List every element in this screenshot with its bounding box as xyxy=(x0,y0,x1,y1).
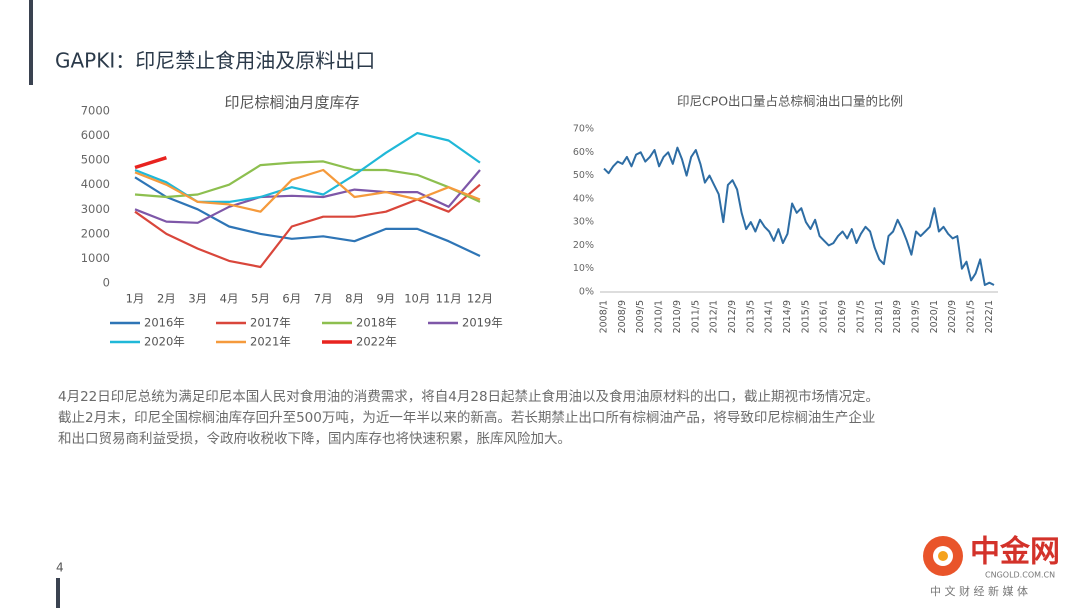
x-tick-label: 2008/9 xyxy=(617,300,628,333)
legend-label: 2021年 xyxy=(250,335,291,349)
x-tick-label: 2018/1 xyxy=(874,300,885,333)
x-tick-label: 2016/1 xyxy=(819,300,830,333)
x-tick-label: 11月 xyxy=(436,292,462,306)
logo-url: CNGOLD.COM.CN xyxy=(985,571,1055,580)
series-line xyxy=(134,169,481,224)
y-tick-label: 1000 xyxy=(81,251,110,265)
series-line xyxy=(134,168,481,213)
y-tick-label: 70% xyxy=(573,124,594,135)
y-tick-label: 0% xyxy=(579,287,594,298)
x-tick-label: 8月 xyxy=(345,292,364,306)
y-tick-label: 0 xyxy=(103,276,110,290)
page-number: 4 xyxy=(56,561,64,575)
legend-label: 2017年 xyxy=(250,316,291,330)
y-tick-label: 2000 xyxy=(81,226,110,240)
y-tick-label: 4000 xyxy=(81,177,110,191)
x-tick-label: 2010/1 xyxy=(654,300,665,333)
legend-label: 2016年 xyxy=(144,316,185,330)
legend-label: 2022年 xyxy=(356,335,397,349)
x-tick-label: 2021/5 xyxy=(966,300,977,333)
logo-name: 中金网 xyxy=(970,535,1060,570)
series-line xyxy=(134,160,481,203)
paragraph-line: 截止2月末，印尼全国棕榈油库存回升至500万吨，为近一年半以来的新高。若长期禁止… xyxy=(58,409,875,426)
y-tick-label: 60% xyxy=(573,147,594,158)
series-line xyxy=(134,176,481,257)
x-tick-label: 2020/1 xyxy=(929,300,940,333)
x-tick-label: 10月 xyxy=(404,292,430,306)
x-tick-label: 2012/9 xyxy=(727,300,738,333)
x-tick-label: 2015/5 xyxy=(800,300,811,333)
x-tick-label: 2013/5 xyxy=(745,300,756,333)
paragraph-line: 4月22日印尼总统为满足印尼本国人民对食用油的消费需求，将自4月28日起禁止食用… xyxy=(58,388,879,405)
series-line xyxy=(603,146,995,286)
paragraph: 4月22日印尼总统为满足印尼本国人民对食用油的消费需求，将自4月28日起禁止食用… xyxy=(58,388,879,447)
x-tick-label: 2009/5 xyxy=(635,300,646,333)
y-tick-label: 6000 xyxy=(81,128,110,142)
x-tick-label: 2008/1 xyxy=(599,300,610,333)
slide-title: GAPKI：印尼禁止食用油及原料出口 xyxy=(55,49,375,73)
x-tick-label: 7月 xyxy=(314,292,333,306)
chart-title: 印尼棕榈油月度库存 xyxy=(224,94,359,112)
x-tick-label: 2022/1 xyxy=(984,300,995,333)
x-tick-label: 2018/9 xyxy=(892,300,903,333)
x-tick-label: 2012/1 xyxy=(709,300,720,333)
series-line xyxy=(134,183,481,269)
x-tick-label: 9月 xyxy=(376,292,395,306)
x-tick-label: 2014/1 xyxy=(764,300,775,333)
x-tick-label: 2017/5 xyxy=(855,300,866,333)
x-tick-label: 2014/9 xyxy=(782,300,793,333)
y-tick-label: 50% xyxy=(573,170,594,181)
y-tick-label: 5000 xyxy=(81,153,110,167)
charts: 印尼棕榈油月度库存 0 1000 2000 3000 4000 5000 6000 7000 1月… xyxy=(81,94,998,349)
x-tick-label: 2016/9 xyxy=(837,300,848,333)
logo-icon xyxy=(938,551,948,561)
legend-label: 2020年 xyxy=(144,335,185,349)
accent-bar xyxy=(29,0,33,85)
x-tick-label: 3月 xyxy=(188,292,207,306)
x-tick-label: 2019/5 xyxy=(911,300,922,333)
y-tick-label: 20% xyxy=(573,240,594,251)
logo-slogan: 中 文 财 经 新 媒 体 xyxy=(930,584,1028,598)
x-tick-label: 2011/5 xyxy=(690,300,701,333)
y-tick-label: 10% xyxy=(573,263,594,274)
accent-bar xyxy=(56,578,60,608)
y-tick-label: 40% xyxy=(573,193,594,204)
x-tick-label: 2020/9 xyxy=(947,300,958,333)
paragraph-line: 和出口贸易商利益受损，令政府收税收下降，国内库存也将快速积累，胀库风险加大。 xyxy=(58,431,571,447)
x-tick-label: 6月 xyxy=(282,292,301,306)
x-tick-label: 2月 xyxy=(157,292,176,306)
x-tick-label: 1月 xyxy=(126,292,145,306)
y-tick-label: 7000 xyxy=(81,104,110,118)
series-line xyxy=(134,156,167,170)
x-tick-label: 5月 xyxy=(251,292,270,306)
y-tick-label: 30% xyxy=(573,217,594,228)
x-tick-label: 12月 xyxy=(467,292,493,306)
legend-label: 2019年 xyxy=(462,316,503,330)
y-tick-label: 3000 xyxy=(81,202,110,216)
x-tick-label: 4月 xyxy=(220,292,239,306)
x-tick-label: 2010/9 xyxy=(672,300,683,333)
chart-title: 印尼CPO出口量占总棕榈油出口量的比例 xyxy=(677,94,903,109)
legend-label: 2018年 xyxy=(356,316,397,330)
